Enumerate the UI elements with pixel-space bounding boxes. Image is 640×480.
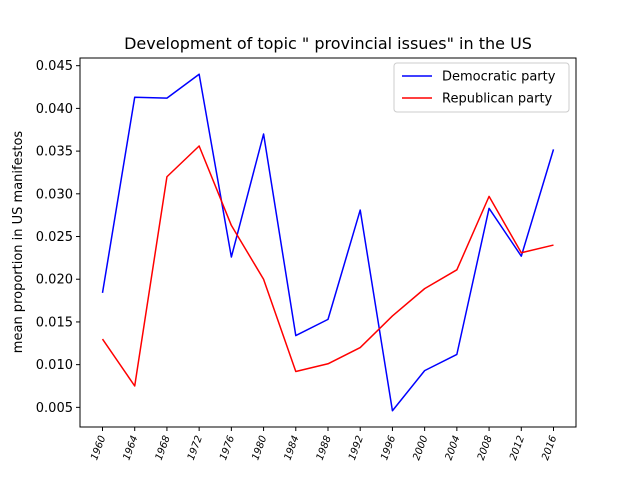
x-tick-label: 1976 — [218, 434, 237, 462]
legend: Democratic party Republican party — [393, 62, 570, 113]
series-line-republican — [101, 145, 554, 387]
y-tick-label: 0.005 — [36, 401, 73, 416]
x-tick-label: 1960 — [89, 434, 108, 462]
x-tick-label: 1996 — [379, 434, 398, 462]
x-tick-label: 1964 — [121, 434, 140, 462]
x-tick-label: 2000 — [411, 434, 430, 462]
series-line-democratic — [101, 73, 555, 412]
y-tick-label: 0.020 — [36, 273, 73, 288]
x-axis: 1960 1964 1968 1972 1976 1980 1984 1988 1992 1996… — [89, 427, 559, 462]
x-tick-label: 2004 — [444, 434, 463, 462]
x-tick-label: 2012 — [508, 434, 527, 462]
chart-title: Development of topic " provincial issues… — [124, 34, 532, 53]
y-tick-label: 0.030 — [36, 187, 73, 202]
legend-box — [393, 62, 570, 113]
y-tick-label: 0.025 — [36, 230, 73, 245]
x-tick-label: 1992 — [347, 434, 366, 462]
x-tick-label: 1968 — [154, 434, 173, 462]
x-tick-label: 2008 — [476, 434, 495, 462]
y-axis: 0.005 0.010 0.015 0.020 0.025 0.030 0.035 0.040… — [36, 59, 80, 416]
y-tick-label: 0.035 — [36, 145, 73, 160]
legend-label-republican: Republican party — [442, 92, 553, 107]
plot-area — [79, 57, 577, 428]
y-tick-label: 0.010 — [36, 358, 73, 373]
y-tick-label: 0.015 — [36, 315, 73, 330]
x-tick-label: 1972 — [186, 434, 205, 462]
legend-label-democratic: Democratic party — [442, 70, 556, 85]
plot-frame — [79, 57, 577, 428]
y-tick-label: 0.045 — [36, 59, 73, 74]
x-tick-label: 1980 — [250, 434, 269, 462]
series-layer — [101, 73, 555, 412]
x-tick-label: 2016 — [540, 434, 559, 462]
y-tick-label: 0.040 — [36, 102, 73, 117]
x-tick-label: 1988 — [315, 434, 334, 462]
y-axis-label: mean proportion in US manifestos — [11, 131, 26, 354]
x-tick-label: 1984 — [283, 434, 302, 462]
